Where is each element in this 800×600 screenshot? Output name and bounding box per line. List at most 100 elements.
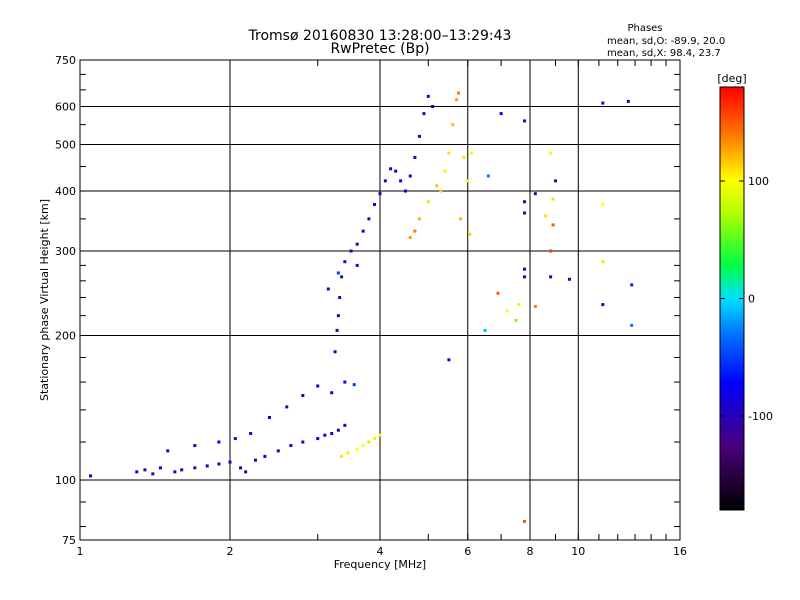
x-tick-label: 6 bbox=[464, 545, 471, 558]
data-point-series-0 bbox=[249, 432, 253, 436]
data-point-series-0 bbox=[413, 155, 417, 159]
data-point-series-0 bbox=[233, 437, 237, 441]
data-point-series-0 bbox=[422, 112, 426, 116]
data-point-series-1 bbox=[533, 304, 537, 308]
data-point-series-0 bbox=[301, 394, 305, 398]
data-point-series-0 bbox=[173, 470, 177, 474]
data-point-series-0 bbox=[394, 169, 398, 173]
data-point-series-1 bbox=[457, 91, 461, 95]
x-tick-label: 2 bbox=[227, 545, 234, 558]
data-point-series-0 bbox=[336, 271, 340, 275]
data-point-series-0 bbox=[567, 277, 571, 281]
x-tick-label: 16 bbox=[673, 545, 687, 558]
x-axis-label: Frequency [MHz] bbox=[334, 558, 426, 571]
data-point-series-0 bbox=[399, 179, 403, 183]
data-point-series-1 bbox=[373, 437, 377, 441]
data-point-series-0 bbox=[626, 99, 630, 103]
data-point-series-0 bbox=[483, 328, 487, 332]
data-point-series-1 bbox=[417, 217, 421, 221]
data-point-series-0 bbox=[486, 174, 490, 178]
data-point-series-1 bbox=[458, 217, 462, 221]
colorbar-ticks: 100 0 -100 bbox=[719, 86, 773, 511]
data-point-series-0 bbox=[217, 462, 221, 466]
data-point-series-0 bbox=[630, 323, 634, 327]
data-point-series-0 bbox=[239, 466, 243, 470]
legend-line-o: mean, sd,O: -89.9, 20.0 bbox=[607, 36, 725, 47]
data-point-series-1 bbox=[601, 202, 605, 206]
data-point-series-1 bbox=[549, 249, 553, 253]
data-point-series-0 bbox=[276, 449, 280, 453]
data-point-series-0 bbox=[349, 249, 353, 253]
data-point-series-1 bbox=[443, 169, 447, 173]
data-point-series-0 bbox=[523, 200, 527, 204]
data-point-series-0 bbox=[335, 328, 339, 332]
data-point-series-0 bbox=[143, 468, 147, 472]
y-tick-label: 200 bbox=[55, 330, 76, 343]
data-point-series-0 bbox=[135, 470, 139, 474]
data-point-series-1 bbox=[466, 179, 470, 183]
data-point-series-1 bbox=[435, 184, 439, 188]
data-point-series-0 bbox=[326, 287, 330, 291]
data-point-series-1 bbox=[408, 236, 412, 240]
data-point-series-1 bbox=[462, 155, 466, 159]
data-point-series-0 bbox=[514, 318, 518, 322]
legend-line-x: mean, sd,X: 98.4, 23.7 bbox=[607, 48, 721, 59]
data-point-series-0 bbox=[533, 192, 537, 196]
data-point-series-1 bbox=[496, 291, 500, 295]
data-point-series-1 bbox=[346, 451, 350, 455]
data-point-series-1 bbox=[455, 98, 459, 102]
data-point-series-0 bbox=[352, 383, 356, 387]
data-point-series-0 bbox=[151, 472, 155, 476]
data-point-series-0 bbox=[158, 466, 162, 470]
data-point-series-0 bbox=[166, 449, 170, 453]
x-tick-label: 10 bbox=[571, 545, 585, 558]
data-point-series-0 bbox=[285, 405, 289, 409]
data-point-series-0 bbox=[355, 242, 359, 246]
data-point-series-0 bbox=[523, 119, 527, 123]
colorbar-label: [deg] bbox=[717, 72, 746, 85]
chart-subtitle: RwPretec (Bp) bbox=[330, 41, 429, 57]
data-point-series-0 bbox=[330, 391, 334, 395]
y-axis-label: Stationary phase Virtual Height [km] bbox=[38, 199, 51, 401]
data-point-series-0 bbox=[180, 468, 184, 472]
data-point-series-1 bbox=[469, 151, 473, 155]
colorbar-tick-label: 100 bbox=[748, 175, 769, 188]
data-point-series-0 bbox=[447, 358, 451, 362]
data-point-series-0 bbox=[367, 217, 371, 221]
data-point-series-0 bbox=[217, 440, 221, 444]
colorbar-frame bbox=[719, 86, 745, 511]
x-tick-label: 4 bbox=[377, 545, 384, 558]
data-point-series-1 bbox=[544, 214, 548, 218]
data-point-series-0 bbox=[253, 458, 257, 462]
data-point-series-0 bbox=[336, 428, 340, 432]
data-point-series-0 bbox=[301, 440, 305, 444]
data-point-series-0 bbox=[601, 101, 605, 105]
y-tick-label: 300 bbox=[55, 245, 76, 258]
data-point-series-0 bbox=[316, 384, 320, 388]
plot-area: 1 2 4 6 8 10 16 75 100 200 300 400 500 600 750 bbox=[55, 54, 687, 558]
legend-title: Phases bbox=[627, 23, 662, 34]
data-point-series-0 bbox=[263, 454, 267, 458]
data-point-series-1 bbox=[549, 151, 553, 155]
data-point-series-0 bbox=[228, 460, 232, 464]
data-point-series-0 bbox=[403, 189, 407, 193]
data-point-series-1 bbox=[468, 232, 472, 236]
data-point-series-0 bbox=[408, 174, 412, 178]
data-point-series-0 bbox=[338, 296, 342, 300]
data-point-series-0 bbox=[601, 303, 605, 307]
data-point-series-1 bbox=[517, 303, 521, 307]
data-point-series-0 bbox=[343, 260, 347, 264]
data-point-series-0 bbox=[333, 350, 337, 354]
data-point-series-1 bbox=[378, 433, 382, 437]
data-point-series-1 bbox=[413, 229, 417, 233]
data-point-series-0 bbox=[630, 283, 634, 287]
chart-title: Tromsø 20160830 13:28:00–13:29:43 bbox=[248, 28, 512, 44]
data-point-series-1 bbox=[426, 200, 430, 204]
data-point-series-0 bbox=[193, 444, 197, 448]
data-point-series-0 bbox=[361, 229, 365, 233]
data-point-series-0 bbox=[193, 466, 197, 470]
y-tick-label: 500 bbox=[55, 139, 76, 152]
data-point-series-1 bbox=[601, 260, 605, 264]
data-point-series-0 bbox=[330, 432, 334, 436]
